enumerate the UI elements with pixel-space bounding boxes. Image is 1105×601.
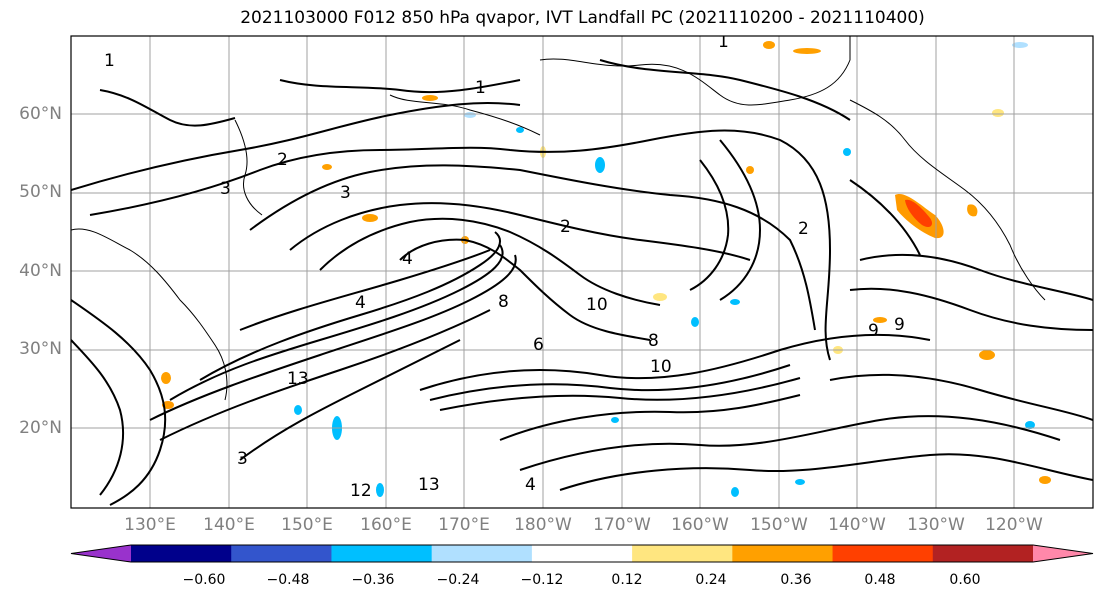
colorbar-tick-label: 0.48 [864, 572, 896, 588]
colorbar-segment [531, 545, 633, 562]
colorbar-tick-label: 0.24 [695, 572, 727, 588]
contour-label: 3 [237, 449, 248, 469]
colorbar-tick-label: −0.24 [436, 572, 480, 588]
lon-label: 170°E [438, 515, 490, 535]
contour-label: 9 [894, 315, 905, 335]
lon-label: 150°E [281, 515, 333, 535]
lon-label: 140°W [828, 515, 886, 535]
lon-label: 150°W [750, 515, 808, 535]
lon-label: 130°E [124, 515, 176, 535]
colorbar-segment [632, 545, 733, 562]
contour-label: 1 [718, 32, 729, 52]
lat-label-60n: 60°N [19, 104, 62, 124]
colorbar-segment [131, 545, 232, 562]
contour-label: 8 [648, 331, 659, 351]
contour-label: 2 [560, 217, 571, 237]
colorbar-tick-label: 0.12 [611, 572, 643, 588]
colorbar-tick-label: 0.36 [780, 572, 812, 588]
contour-label: 2 [277, 150, 288, 170]
colorbar-tick-label: 0.60 [949, 572, 981, 588]
contour-label: 12 [350, 481, 372, 501]
colorbar-tick-label: −0.48 [266, 572, 310, 588]
colorbar-tick-label: −0.60 [182, 572, 226, 588]
colorbar-tick-label: −0.12 [520, 572, 564, 588]
contour-label: 10 [586, 295, 608, 315]
contour-labels: 1 1 1 2 3 3 2 4 2 4 8 10 6 8 10 13 3 12 … [104, 32, 905, 501]
lon-label: 140°E [203, 515, 255, 535]
lat-label-30n: 30°N [19, 339, 62, 359]
colorbar-segment [231, 545, 332, 562]
contour-label: 13 [418, 475, 440, 495]
colorbar-segment [732, 545, 834, 562]
lon-label: 170°W [593, 515, 651, 535]
colorbar-segment [331, 545, 433, 562]
lon-label: 160°W [671, 515, 729, 535]
contour-label: 1 [104, 51, 115, 71]
contour-label: 8 [498, 292, 509, 312]
contour-label: 4 [525, 475, 536, 495]
colorbar-tick-label: −0.36 [351, 572, 395, 588]
contour-label: 13 [287, 369, 309, 389]
coastlines [71, 36, 1046, 401]
figure-title: 2021103000 F012 850 hPa qvapor, IVT Land… [240, 8, 925, 28]
contour-label: 2 [798, 219, 809, 239]
lat-label-40n: 40°N [19, 261, 62, 281]
lon-label: 160°E [360, 515, 412, 535]
map-frame [70, 35, 1094, 509]
contour-label: 3 [220, 179, 231, 199]
contour-label: 4 [402, 249, 413, 269]
colorbar-segment [431, 545, 533, 562]
colorbar-segment [832, 545, 934, 562]
colorbar-outline [70, 544, 1094, 563]
lon-label: 130°W [907, 515, 965, 535]
contour-label: 4 [355, 293, 366, 313]
contour-label: 6 [533, 335, 544, 355]
map-panel: 1 1 1 2 3 3 2 4 2 4 8 10 6 8 10 13 3 12 … [71, 32, 1093, 508]
lon-label: 180°W [514, 515, 572, 535]
contour-lines [71, 59, 1093, 506]
contour-label: 10 [650, 357, 672, 377]
colorbar [70, 544, 1094, 563]
lon-label: 120°W [985, 515, 1043, 535]
colorbar-segment [932, 545, 1034, 562]
graticule [71, 36, 1093, 508]
lat-label-20n: 20°N [19, 418, 62, 438]
lat-label-50n: 50°N [19, 182, 62, 202]
contour-label: 9 [868, 321, 879, 341]
colorbar-extend-high [1033, 545, 1093, 562]
colorbar-extend-low [71, 545, 131, 562]
contour-label: 1 [475, 78, 486, 98]
contour-label: 3 [340, 183, 351, 203]
